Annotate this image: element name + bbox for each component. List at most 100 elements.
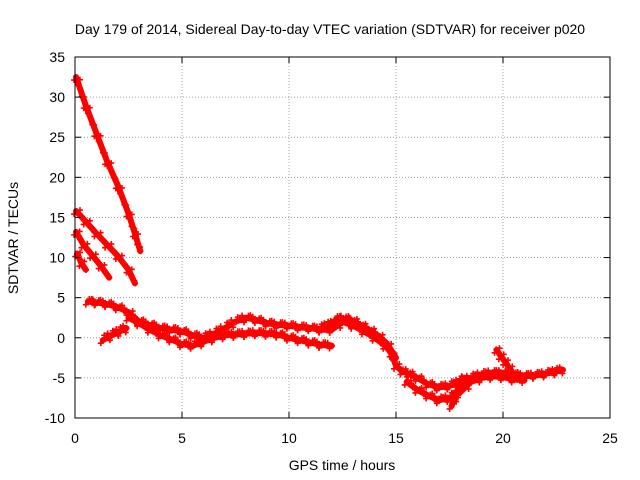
data-point	[149, 320, 156, 327]
data-point	[164, 323, 171, 330]
data-point	[241, 333, 248, 340]
data-point	[405, 379, 412, 386]
data-point	[219, 335, 226, 342]
data-point	[292, 333, 299, 340]
data-point	[128, 223, 135, 230]
data-point	[206, 332, 213, 339]
data-point	[292, 321, 299, 328]
data-point	[256, 315, 263, 322]
data-point	[78, 244, 85, 251]
data-point	[89, 296, 96, 303]
data-point	[527, 369, 534, 376]
y-tick-label: 30	[49, 89, 65, 105]
x-tick-label: 20	[495, 430, 511, 446]
data-point	[442, 380, 449, 387]
data-point	[540, 373, 547, 380]
data-point	[431, 393, 438, 400]
data-point	[79, 239, 86, 246]
data-point	[99, 149, 106, 156]
data-point	[438, 393, 445, 400]
data-point	[177, 344, 183, 351]
data-point	[131, 280, 138, 287]
data-point	[213, 330, 220, 337]
data-point	[128, 211, 135, 218]
data-point	[500, 351, 507, 358]
data-point	[217, 329, 224, 336]
data-point	[324, 339, 331, 346]
data-point	[391, 365, 397, 372]
data-point	[79, 262, 86, 269]
data-point	[86, 104, 93, 111]
data-point	[498, 377, 504, 384]
data-point	[127, 313, 134, 320]
data-point	[281, 319, 288, 326]
data-point	[446, 405, 453, 412]
data-point	[117, 303, 124, 310]
data-point	[465, 381, 472, 388]
data-point	[273, 334, 280, 341]
data-point	[239, 312, 246, 319]
data-point	[89, 225, 96, 232]
data-point	[228, 317, 235, 324]
data-point	[331, 319, 338, 326]
data-point	[316, 344, 323, 351]
data-point	[84, 220, 91, 227]
data-point	[149, 326, 156, 333]
data-point	[245, 312, 252, 319]
x-tick-label: 25	[602, 430, 618, 446]
data-point	[262, 333, 269, 340]
data-point	[351, 316, 358, 323]
data-point	[427, 379, 434, 386]
data-point	[106, 164, 113, 171]
data-point	[277, 329, 284, 336]
data-point	[142, 322, 149, 329]
data-point	[71, 231, 78, 238]
data-point	[80, 221, 87, 228]
data-point	[273, 324, 280, 331]
data-point	[102, 304, 109, 311]
data-point	[191, 330, 198, 337]
series-arc-5	[97, 322, 130, 347]
y-tick-label: 0	[57, 330, 65, 346]
data-point	[444, 385, 451, 392]
data-point	[181, 326, 188, 333]
data-point	[187, 345, 194, 352]
data-point	[491, 349, 498, 356]
series-arc-2	[71, 207, 138, 287]
data-point	[110, 174, 117, 181]
data-point	[89, 121, 96, 128]
data-point	[74, 82, 81, 89]
data-point	[230, 321, 237, 328]
data-point	[389, 349, 396, 356]
data-point	[91, 233, 98, 240]
data-point	[134, 241, 141, 248]
data-point	[305, 328, 312, 335]
grid-lines	[75, 57, 610, 418]
y-tick-label: 15	[49, 209, 65, 225]
data-point	[530, 375, 537, 382]
data-point	[393, 354, 399, 361]
data-point	[196, 336, 203, 343]
data-point	[78, 93, 85, 100]
data-point	[337, 312, 344, 319]
data-point	[90, 253, 97, 260]
data-point	[328, 342, 335, 349]
y-tick-label: 25	[49, 129, 65, 145]
data-point	[420, 388, 427, 395]
data-point	[132, 316, 139, 323]
data-point	[118, 184, 125, 191]
data-point	[185, 339, 192, 346]
data-point	[251, 332, 258, 339]
data-point	[459, 374, 466, 381]
data-point	[82, 301, 89, 308]
data-point	[410, 371, 417, 378]
chart-title: Day 179 of 2014, Sidereal Day-to-day VTE…	[75, 21, 585, 37]
y-tick-label: 20	[49, 169, 65, 185]
data-point	[262, 323, 269, 330]
data-point	[80, 105, 87, 112]
data-point	[509, 363, 516, 370]
data-point	[209, 337, 216, 344]
data-point	[448, 378, 455, 385]
data-point	[416, 386, 423, 393]
